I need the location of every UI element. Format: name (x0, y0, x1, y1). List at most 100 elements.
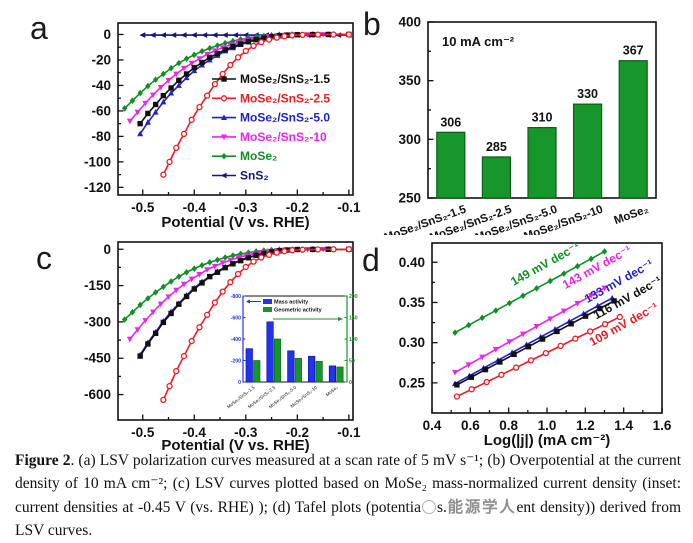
marker (196, 272, 203, 278)
y-tick-label: -20 (91, 52, 111, 67)
x-tick-label: -0.1 (337, 200, 361, 215)
marker (168, 278, 174, 285)
marker (166, 382, 173, 390)
inset-geo-bar (274, 338, 282, 383)
marker (245, 255, 252, 261)
marker (142, 100, 149, 107)
x-tick-label: 1.0 (538, 418, 557, 433)
marker (220, 95, 228, 102)
marker (137, 353, 143, 359)
marker (196, 56, 203, 62)
marker (281, 248, 288, 255)
panel-d-chart: 0.4 0.6 0.8 1.0 1.2 1.4 1.6 0.25 0.30 0.35 0.40 Log… (399, 239, 672, 449)
watermark-text: 能源学人 (446, 497, 517, 516)
marker (219, 70, 226, 78)
marker (230, 43, 236, 50)
inset-right-tick-label: 150 (349, 316, 358, 322)
marker (204, 92, 211, 99)
marker (492, 347, 499, 353)
bar-value-label: 306 (440, 115, 461, 129)
inset-legend-geo-label: Geometric activity (274, 308, 323, 314)
marker (227, 257, 234, 264)
marker (221, 76, 227, 82)
marker (157, 84, 164, 91)
marker (299, 31, 306, 38)
marker (345, 31, 353, 38)
marker (170, 32, 177, 38)
x-axis-label: Log(|j|) (mA cm⁻²) (484, 432, 611, 449)
marker (160, 319, 167, 326)
y-tick-label: 250 (398, 191, 421, 206)
marker (265, 251, 273, 258)
y-tick-label: -300 (84, 314, 111, 329)
axes: 0.4 0.6 0.8 1.0 1.2 1.4 1.6 0.25 0.30 0.35 0.40 Log… (399, 255, 672, 449)
marker (126, 118, 133, 125)
marker (221, 152, 227, 160)
y-tick-label: -450 (84, 351, 111, 366)
marker (542, 349, 550, 357)
marker (533, 323, 540, 330)
marker (582, 313, 589, 319)
marker (201, 32, 208, 38)
marker (204, 267, 211, 273)
inset-mass-bar (287, 350, 295, 383)
marker (152, 76, 159, 83)
plot-frame (117, 241, 354, 421)
marker (160, 70, 167, 78)
x-tick-label: -0.3 (234, 425, 258, 440)
marker (150, 92, 157, 99)
y-tick-label: 0.35 (399, 295, 426, 310)
marker (265, 36, 273, 43)
marker (597, 305, 603, 312)
marker (168, 310, 174, 317)
marker (211, 32, 218, 38)
marker (149, 32, 156, 38)
marker (196, 103, 203, 111)
marker (211, 81, 219, 88)
marker (498, 371, 505, 378)
x-axis-label: Potential (V vs. RHE) (161, 437, 309, 454)
panel-c-chart: -0.5 -0.4 -0.3 -0.2 -0.1 0 -150 -300 -450 -600 Pot… (84, 241, 361, 454)
caption-obscured-fragment: s. (436, 498, 447, 516)
panel-d-label: d (362, 242, 380, 278)
legend-label: MoSe₂ (240, 149, 277, 163)
marker (234, 54, 242, 61)
marker (268, 34, 275, 40)
series-mose-sns-10 (452, 285, 608, 376)
marker (314, 31, 322, 38)
inset-right-tick-label: 100 (349, 337, 358, 343)
marker (214, 256, 221, 264)
y-tick-label: 350 (398, 73, 421, 88)
marker (230, 37, 236, 45)
marker (588, 293, 595, 299)
marker (137, 301, 143, 309)
marker (242, 263, 249, 271)
legend-label: MoSe₂/SnS₂-5.0 (240, 111, 330, 125)
marker (175, 82, 182, 88)
marker (253, 36, 259, 43)
marker (191, 265, 197, 272)
figure-caption: Figure 2. (a) LSV polarization curves me… (15, 449, 681, 542)
marker (232, 32, 239, 38)
marker (273, 249, 280, 256)
marker (168, 85, 174, 91)
inset-left-tick-label: -200 (231, 359, 241, 365)
marker (207, 54, 213, 61)
bar-value-label: 367 (623, 44, 644, 58)
marker (145, 341, 151, 347)
caption-body-after: ent density)) derived from LSV curves. (15, 498, 681, 539)
marker (465, 321, 472, 329)
marker (506, 339, 513, 345)
marker (160, 92, 167, 99)
marker (547, 316, 554, 322)
inset-mass-bar (308, 355, 316, 383)
bar-value-label: 285 (486, 140, 507, 154)
marker (261, 250, 267, 257)
marker (173, 144, 180, 152)
marker (479, 354, 486, 361)
marker (176, 77, 182, 84)
marker (121, 105, 128, 112)
marker (142, 318, 149, 324)
inset-mass-bar (245, 348, 253, 383)
marker (281, 33, 288, 40)
